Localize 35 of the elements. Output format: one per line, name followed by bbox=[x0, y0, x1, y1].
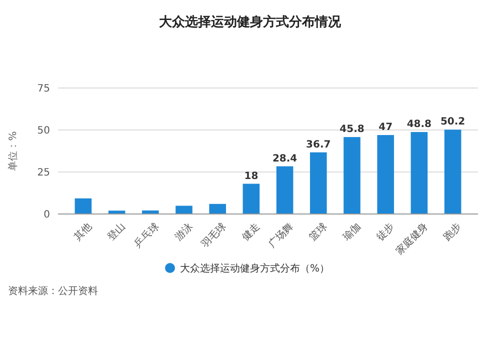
x-tick-label: 篮球 bbox=[306, 220, 330, 244]
x-tick-label: 瑜伽 bbox=[340, 220, 364, 244]
data-label: 50.2 bbox=[440, 116, 466, 128]
bar bbox=[74, 198, 92, 214]
bar bbox=[209, 204, 226, 214]
legend-label: 大众选择运动健身方式分布（%） bbox=[180, 262, 330, 274]
x-tick-label: 羽毛球 bbox=[198, 220, 229, 250]
x-tick-label: 其他 bbox=[72, 220, 94, 244]
data-label: 28.4 bbox=[272, 153, 298, 164]
x-tick-label: 跑步 bbox=[441, 220, 464, 244]
chart-title: 大众选择运动健身方式分布情况 bbox=[159, 14, 342, 30]
bar bbox=[410, 132, 428, 214]
x-tick-label: 登山 bbox=[105, 220, 128, 244]
data-label: 48.8 bbox=[406, 119, 432, 130]
bar bbox=[344, 137, 360, 214]
data-label: 36.7 bbox=[306, 139, 331, 150]
data-label: 45.8 bbox=[340, 124, 364, 136]
bar bbox=[377, 135, 394, 214]
bar bbox=[310, 152, 327, 214]
bar bbox=[276, 166, 294, 214]
x-tick-label: 乒乓球 bbox=[132, 220, 162, 250]
data-label: 18 bbox=[244, 170, 258, 182]
bar bbox=[176, 206, 192, 214]
x-tick-label: 游泳 bbox=[172, 220, 196, 244]
bar bbox=[444, 130, 462, 214]
x-tick-label: 广场舞 bbox=[266, 220, 296, 250]
y-tick-label: 25 bbox=[37, 168, 50, 178]
bar bbox=[242, 184, 260, 214]
y-axis-title: 单位：% bbox=[7, 131, 19, 171]
y-tick-label: 0 bbox=[44, 210, 50, 220]
x-tick-label: 健走 bbox=[240, 220, 262, 244]
data-label: 47 bbox=[378, 122, 393, 134]
text: 资料来源：公开资料 bbox=[8, 285, 98, 297]
y-tick-label: 75 bbox=[37, 84, 50, 94]
y-tick-label: 50 bbox=[37, 126, 50, 136]
